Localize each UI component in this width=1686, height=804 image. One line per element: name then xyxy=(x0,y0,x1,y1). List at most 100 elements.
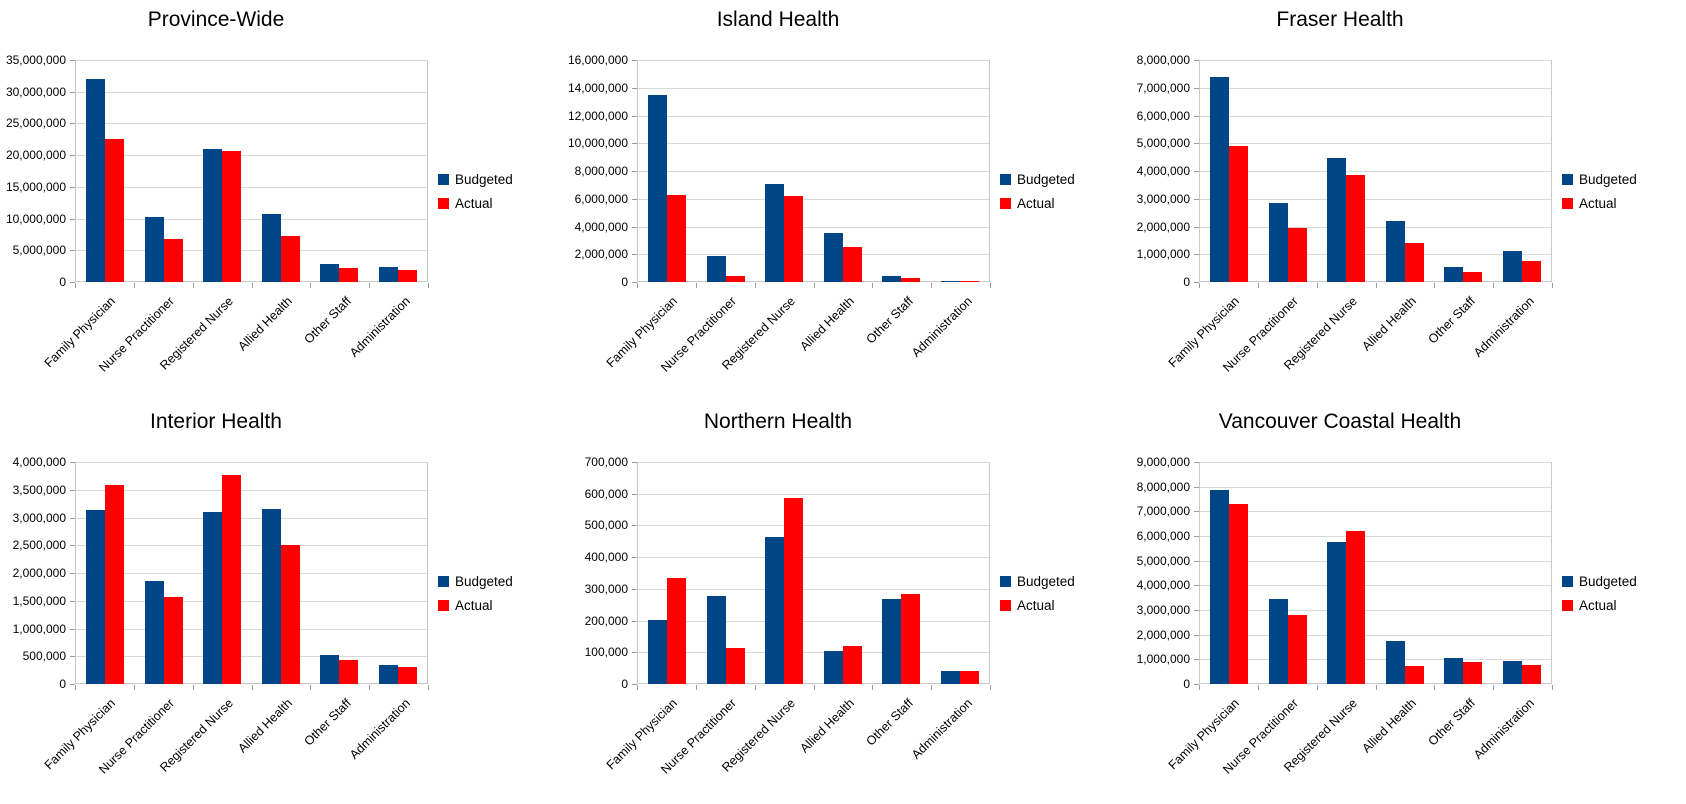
y-tick-label: 200,000 xyxy=(584,614,628,628)
y-axis-tick xyxy=(70,462,75,463)
y-tick-label: 6,000,000 xyxy=(1136,529,1190,543)
y-axis-tick xyxy=(1194,684,1199,685)
bar-actual xyxy=(1463,272,1483,282)
bar-budgeted xyxy=(1210,490,1230,684)
chart-title: Island Health xyxy=(716,8,840,31)
y-tick-label: 500,000 xyxy=(584,518,628,532)
x-category-label: Administration xyxy=(346,696,413,762)
y-tick-label: 1,000,000 xyxy=(1136,652,1190,666)
y-gridline xyxy=(76,656,427,657)
x-category-label: Allied Health xyxy=(1359,696,1419,756)
x-category-label: Administration xyxy=(346,294,413,360)
y-axis-tick xyxy=(632,88,637,89)
y-tick-label: 2,500,000 xyxy=(12,538,66,552)
x-axis-tick xyxy=(134,685,135,690)
y-gridline xyxy=(1200,659,1551,660)
y-tick-label: 4,000,000 xyxy=(12,455,66,469)
y-gridline xyxy=(638,589,989,590)
bar-group-2 xyxy=(755,60,814,282)
x-axis-tick xyxy=(872,283,873,288)
y-tick-label: 5,000,000 xyxy=(12,243,66,257)
bar-group-4 xyxy=(1434,60,1493,282)
x-axis-tick xyxy=(310,283,311,288)
y-gridline xyxy=(1200,60,1551,61)
legend-item-budgeted: Budgeted xyxy=(1562,574,1637,589)
bar-group-5 xyxy=(1493,462,1552,684)
y-tick-label: 3,000,000 xyxy=(12,511,66,525)
y-tick-label: 10,000,000 xyxy=(5,212,66,226)
bar-group-1 xyxy=(697,462,756,684)
legend-item-actual: Actual xyxy=(1562,598,1637,613)
y-axis-tick xyxy=(1194,171,1199,172)
x-category-label: Family Physician xyxy=(604,696,681,773)
bar-group-3 xyxy=(814,462,873,684)
chart-title: Northern Health xyxy=(703,410,853,433)
y-tick-label: 8,000,000 xyxy=(1136,53,1190,67)
chart-title: Vancouver Coastal Health xyxy=(1218,410,1462,433)
y-gridline xyxy=(1200,143,1551,144)
legend-swatch-icon xyxy=(1562,174,1573,185)
chart-title: Interior Health xyxy=(150,410,282,433)
bar-budgeted xyxy=(882,599,902,684)
legend-label: Budgeted xyxy=(455,574,513,589)
x-category-label: Family Physician xyxy=(604,294,681,371)
y-tick-label: 4,000,000 xyxy=(1136,578,1190,592)
chart-plot-area: 0 2,000,000 4,000,000 6,000,000 8,000,000 10,… xyxy=(562,0,1124,402)
bar-actual xyxy=(1287,228,1307,282)
y-tick-label: 3,500,000 xyxy=(12,483,66,497)
x-category-label: Allied Health xyxy=(797,696,857,756)
chart-plot-area: 0 100,000 200,000 300,000 400,000 500,000 600,… xyxy=(562,402,1124,804)
y-gridline xyxy=(1200,635,1551,636)
bar-actual xyxy=(105,485,125,684)
chart-plot-area: 0 500,000 1,000,000 1,500,000 2,000,000 2,500… xyxy=(0,402,562,804)
y-axis-tick xyxy=(632,282,637,283)
legend-label: Actual xyxy=(1017,598,1055,613)
bar-group-2 xyxy=(1317,60,1376,282)
y-axis-tick xyxy=(1194,659,1199,660)
y-gridline xyxy=(76,60,427,61)
y-tick-label: 4,000,000 xyxy=(574,220,628,234)
y-gridline xyxy=(76,155,427,156)
x-axis-tick xyxy=(755,685,756,690)
x-category-label: Nurse Practitioner xyxy=(1220,696,1302,777)
y-gridline xyxy=(76,601,427,602)
legend-item-actual: Actual xyxy=(1000,598,1075,613)
y-axis-tick xyxy=(70,155,75,156)
bar-budgeted xyxy=(144,217,164,282)
x-axis-tick xyxy=(75,685,76,690)
y-gridline xyxy=(638,525,989,526)
y-gridline xyxy=(76,573,427,574)
y-tick-label: 5,000,000 xyxy=(1136,136,1190,150)
legend-label: Actual xyxy=(1017,196,1055,211)
x-axis-tick xyxy=(1199,283,1200,288)
y-tick-label: 400,000 xyxy=(584,550,628,564)
x-axis-tick xyxy=(193,685,194,690)
x-category-label: Registered Nurse xyxy=(1281,696,1360,775)
bar-actual xyxy=(901,594,921,684)
x-category-label: Other Staff xyxy=(301,696,354,749)
bar-budgeted xyxy=(1327,158,1347,282)
y-axis-tick xyxy=(632,652,637,653)
x-category-label: Allied Health xyxy=(235,696,295,756)
y-gridline xyxy=(638,621,989,622)
y-axis-tick xyxy=(632,171,637,172)
bar-budgeted xyxy=(706,256,726,282)
chart-title: Fraser Health xyxy=(1276,8,1404,31)
y-axis-tick xyxy=(632,254,637,255)
y-tick-label: 0 xyxy=(59,275,66,289)
chart-province-wide: Province-Wide 0 5,000,000 10,000,000 15,000… xyxy=(0,0,562,402)
bar-actual xyxy=(1229,504,1249,684)
x-axis-tick xyxy=(872,685,873,690)
y-axis-tick xyxy=(1194,487,1199,488)
x-axis-tick xyxy=(990,685,991,690)
y-tick-label: 12,000,000 xyxy=(567,109,628,123)
y-axis-tick xyxy=(632,143,637,144)
chart-northern-health: Northern Health 0 100,000 200,000 300,000 40… xyxy=(562,402,1124,804)
bar-actual xyxy=(1521,261,1541,282)
bar-budgeted xyxy=(86,510,106,684)
y-gridline xyxy=(1200,462,1551,463)
x-axis-tick xyxy=(931,283,932,288)
y-gridline xyxy=(1200,199,1551,200)
y-gridline xyxy=(638,462,989,463)
bar-group-5 xyxy=(369,60,428,282)
